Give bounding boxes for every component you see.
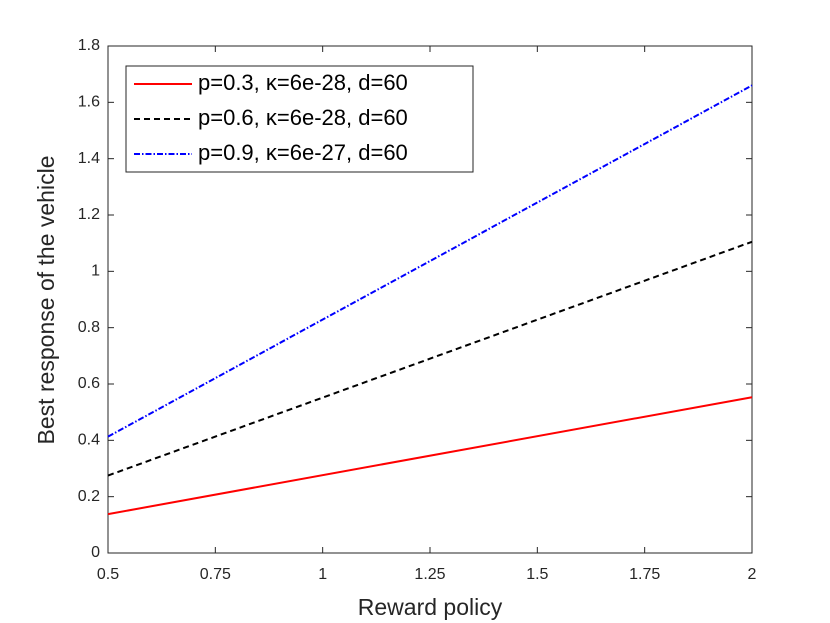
legend-label: p=0.9, κ=6e-27, d=60 bbox=[198, 140, 408, 165]
legend-label: p=0.3, κ=6e-28, d=60 bbox=[198, 70, 408, 95]
y-tick-label: 1.2 bbox=[78, 206, 100, 223]
y-tick-label: 0.2 bbox=[78, 488, 100, 505]
x-tick-label: 1.5 bbox=[526, 566, 548, 583]
x-tick-label: 0.75 bbox=[200, 566, 231, 583]
y-tick-label: 1.8 bbox=[78, 37, 100, 54]
series-line bbox=[107, 84, 753, 438]
y-tick-label: 0.6 bbox=[78, 375, 100, 392]
y-tick-label: 1 bbox=[91, 263, 100, 280]
y-tick-label: 0.8 bbox=[78, 319, 100, 336]
y-axis-label: Best response of the vehicle bbox=[33, 156, 59, 445]
x-tick-label: 2 bbox=[748, 566, 757, 583]
x-tick-label: 1.25 bbox=[414, 566, 445, 583]
series-line bbox=[107, 396, 753, 516]
x-axis-label: Reward policy bbox=[358, 594, 503, 620]
y-tick-label: 0 bbox=[91, 544, 100, 561]
x-tick-label: 1 bbox=[318, 566, 327, 583]
series-line bbox=[107, 240, 753, 477]
legend-label: p=0.6, κ=6e-28, d=60 bbox=[198, 105, 408, 130]
y-tick-label: 0.4 bbox=[78, 432, 100, 449]
y-tick-label: 1.4 bbox=[78, 150, 100, 167]
x-tick-label: 1.75 bbox=[629, 566, 660, 583]
x-tick-label: 0.5 bbox=[97, 566, 119, 583]
y-tick-label: 1.6 bbox=[78, 94, 100, 111]
